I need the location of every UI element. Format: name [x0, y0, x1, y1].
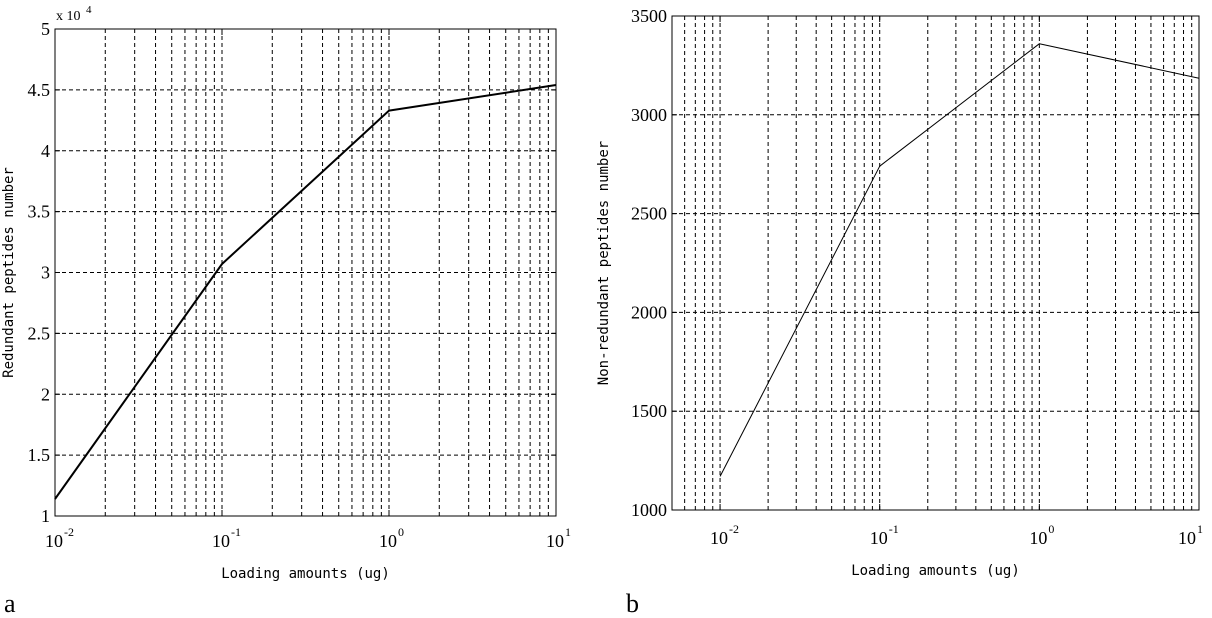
y-tick-label: 1500 [631, 401, 667, 421]
y-tick-label: 3500 [631, 6, 667, 26]
x-tick-exponent: -2 [64, 525, 74, 539]
y-tick-label: 3000 [631, 105, 667, 125]
x-axis-label: Loading amounts (ug) [851, 563, 1020, 579]
y-multiplier-exponent: 4 [86, 4, 92, 16]
plot-frame [54, 28, 557, 517]
y-tick-label: 4.5 [28, 80, 51, 100]
x-tick-label: 10 [379, 531, 397, 551]
y-tick-label: 1 [41, 506, 50, 526]
y-tick-label: 5 [41, 19, 50, 39]
x-tick-label: 10 [1029, 528, 1047, 548]
panel-label: a [4, 589, 16, 618]
y-tick-label: 4 [41, 141, 50, 161]
x-tick-label: 10 [1178, 528, 1196, 548]
x-tick-exponent: -2 [729, 522, 739, 536]
y-tick-label: 2.5 [28, 323, 51, 343]
x-tick-label: 10 [710, 528, 728, 548]
x-tick-label: 10 [45, 531, 63, 551]
data-line [54, 84, 557, 500]
y-tick-label: 2500 [631, 204, 667, 224]
y-tick-label: 1.5 [28, 445, 51, 465]
x-tick-exponent: 0 [398, 525, 404, 539]
y-tick-label: 1000 [631, 500, 667, 520]
y-tick-label: 2 [41, 384, 50, 404]
x-tick-label: 10 [212, 531, 230, 551]
x-tick-label: 10 [546, 531, 564, 551]
plot-frame [671, 15, 1200, 511]
y-tick-label: 3 [41, 263, 50, 283]
y-tick-label: 2000 [631, 302, 667, 322]
x-tick-label: 10 [870, 528, 888, 548]
x-tick-exponent: 0 [1048, 522, 1054, 536]
x-tick-exponent: 1 [1197, 522, 1203, 536]
panel-label: b [626, 589, 639, 618]
y-multiplier-label: x 10 [56, 9, 81, 24]
data-line [719, 43, 1200, 477]
x-tick-exponent: -1 [231, 525, 241, 539]
y-axis-label: Redundant peptides number [1, 167, 17, 378]
y-axis-label: Non-redundant peptides number [596, 141, 612, 385]
x-axis-label: Loading amounts (ug) [221, 566, 390, 582]
x-tick-exponent: -1 [889, 522, 899, 536]
y-tick-label: 3.5 [28, 202, 51, 222]
x-tick-exponent: 1 [565, 525, 571, 539]
